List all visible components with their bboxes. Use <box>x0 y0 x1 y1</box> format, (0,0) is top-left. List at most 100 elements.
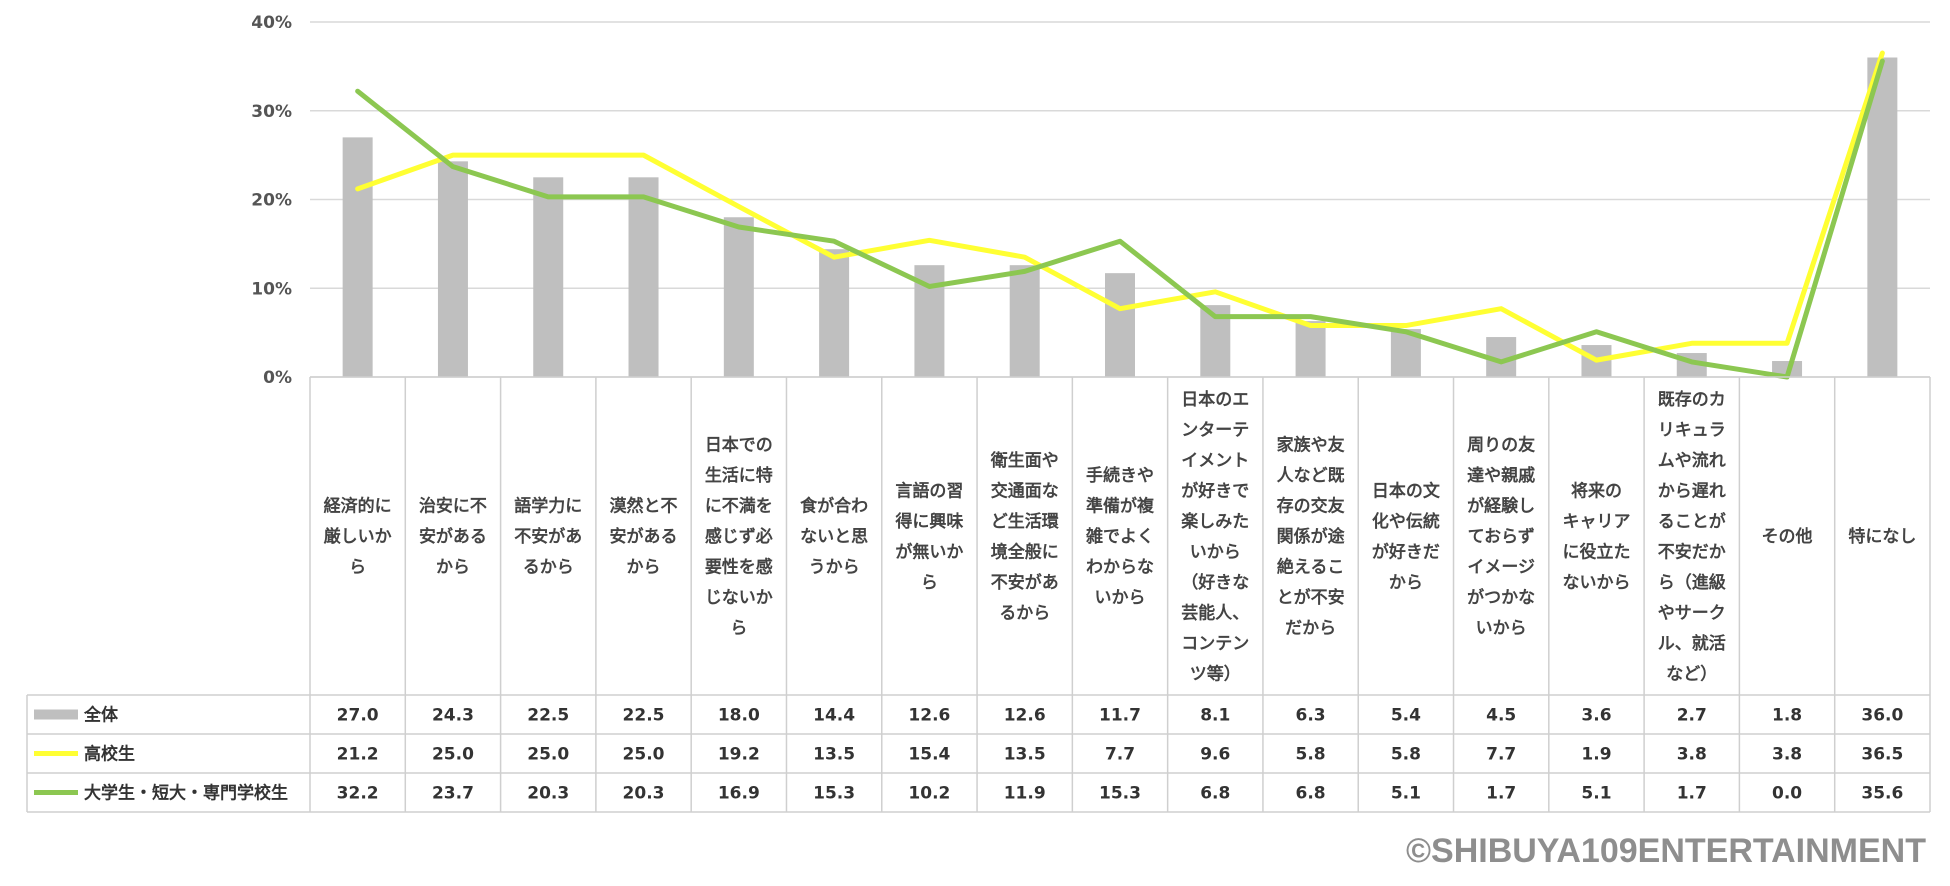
table-cell-value: 9.6 <box>1200 745 1230 765</box>
category-label-line: 関係が途 <box>1277 526 1346 547</box>
category-label-line: から <box>436 558 470 578</box>
category-label-line: とが不安 <box>1277 587 1345 608</box>
category-label-line: から <box>627 558 661 578</box>
table-cell-value: 13.5 <box>813 745 855 765</box>
bar <box>342 137 373 377</box>
y-tick-label: 30% <box>251 102 292 122</box>
y-tick-label: 10% <box>251 279 292 299</box>
category-label-line: いから <box>1095 588 1146 608</box>
category-label-line: うから <box>809 558 860 578</box>
table-cell-value: 7.7 <box>1486 745 1516 765</box>
category-label-line: など） <box>1666 663 1717 684</box>
category-label-line: 芸能人、 <box>1181 602 1249 623</box>
table-cell-value: 5.4 <box>1391 706 1421 726</box>
table-cell-value: 3.8 <box>1772 745 1802 765</box>
category-label-line: に役立た <box>1562 541 1630 562</box>
category-label-line: から遅れ <box>1658 481 1726 501</box>
bar <box>437 161 468 377</box>
table-cell-value: 21.2 <box>337 745 379 765</box>
table-cell-value: 6.8 <box>1200 784 1230 804</box>
table-cell-value: 1.9 <box>1581 745 1611 765</box>
table-cell-value: 5.1 <box>1391 784 1421 804</box>
bar <box>628 177 659 377</box>
category-label-line: ら <box>921 573 938 593</box>
category-label-line: 経済的に <box>324 496 392 517</box>
category-label-line: キャリア <box>1562 512 1630 532</box>
category-label-line: から <box>1389 573 1423 593</box>
table-cell-value: 10.2 <box>908 784 950 804</box>
category-label-line: 安がある <box>419 526 487 547</box>
table-cell-value: 1.7 <box>1677 784 1707 804</box>
category-label-line: 生活に特 <box>705 465 773 486</box>
legend-marker-all <box>34 709 78 720</box>
table-cell-value: 12.6 <box>908 706 950 726</box>
table-cell-value: 11.7 <box>1099 706 1141 726</box>
category-label-line: 家族や友 <box>1277 435 1345 456</box>
y-axis-ticks: 0% 10% 20% 30% 40% <box>251 13 292 388</box>
category-label-line: やサーク <box>1658 603 1726 623</box>
category-label-line: イメージ <box>1467 558 1535 578</box>
table-cell-value: 14.4 <box>813 706 855 726</box>
table-cell-value: 11.9 <box>1004 784 1046 804</box>
table-cell-value: 1.7 <box>1486 784 1516 804</box>
category-label-line: が好きで <box>1181 480 1249 501</box>
category-label-line: 楽しみた <box>1181 511 1249 532</box>
table-cell-value: 22.5 <box>623 706 665 726</box>
category-label-line: 存の交友 <box>1277 496 1345 517</box>
category-label-line: ら（進級 <box>1658 572 1726 593</box>
line-series-highschool <box>355 50 1885 363</box>
table-cell-value: 3.6 <box>1581 706 1611 726</box>
category-label-line: ることが <box>1658 511 1726 532</box>
table-cell-value: 15.4 <box>908 745 950 765</box>
category-label-line: 将来の <box>1571 480 1622 501</box>
line-series <box>355 50 1885 380</box>
bar <box>1295 321 1326 377</box>
category-label-line: 達や親戚 <box>1467 465 1535 486</box>
table-cell-value: 36.0 <box>1861 706 1903 726</box>
category-label-line: 厳しいか <box>324 526 392 547</box>
category-label-line: 要性を感 <box>705 557 773 578</box>
category-label-line: 得に興味 <box>894 511 963 532</box>
category-label-line: 不安だか <box>1658 541 1726 562</box>
table-cell-value: 35.6 <box>1861 784 1903 804</box>
category-label-line: だから <box>1285 619 1336 639</box>
y-tick-label: 0% <box>263 368 292 388</box>
category-label-line: が好きだ <box>1372 541 1440 562</box>
table-cell-value: 5.8 <box>1391 745 1421 765</box>
table-cell-value: 22.5 <box>527 706 569 726</box>
category-label-line: 日本での <box>705 435 773 456</box>
copyright-text: ©SHIBUYA109ENTERTAINMENT <box>1405 832 1926 870</box>
bar <box>819 249 850 377</box>
y-tick-label: 40% <box>251 13 292 33</box>
category-label-line: （好きな <box>1181 572 1249 593</box>
category-label-line: ないから <box>1562 573 1630 593</box>
table-cell-value: 18.0 <box>718 706 760 726</box>
y-tick-label: 20% <box>251 191 292 211</box>
table-cell-value: 3.8 <box>1677 745 1707 765</box>
table-cell-value: 7.7 <box>1105 745 1135 765</box>
category-label-line: がつかな <box>1467 587 1535 608</box>
category-label-line: 手続きや <box>1086 465 1154 486</box>
table-cell-value: 16.9 <box>718 784 760 804</box>
category-label-line: その他 <box>1762 526 1813 547</box>
category-label-line: るから <box>999 603 1050 623</box>
table-cell-value: 23.7 <box>432 784 474 804</box>
table-cell-value: 8.1 <box>1200 706 1230 726</box>
category-label-line: が経験し <box>1467 496 1535 517</box>
category-label-line: 準備が複 <box>1086 496 1155 517</box>
table-cell-value: 6.8 <box>1296 784 1326 804</box>
table-cell-value: 19.2 <box>718 745 760 765</box>
category-label-line: 周りの友 <box>1467 435 1535 456</box>
category-label-line: 交通面な <box>991 480 1059 501</box>
category-label-line: 既存のカ <box>1658 389 1726 410</box>
category-label-line: 境全般に <box>991 541 1059 562</box>
